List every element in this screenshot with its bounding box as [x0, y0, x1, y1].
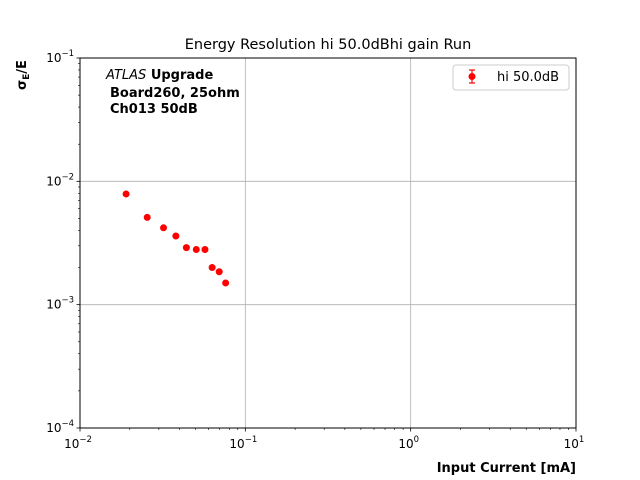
x-tick-label-base: 10 [398, 437, 413, 451]
data-point [143, 213, 151, 221]
data-point [215, 268, 223, 276]
y-tick-label-base: 10 [46, 421, 61, 435]
data-point [182, 244, 190, 252]
legend-label: hi 50.0dB [497, 70, 559, 85]
x-tick-labels: 10−2 10−1 100 101 [64, 435, 584, 451]
x-axis-label: Input Current [mA] [437, 461, 576, 476]
x-tick-label-exponent: 0 [414, 435, 419, 445]
x-tick-label-base: 10 [564, 437, 579, 451]
atlas-annotation: ATLAS Upgrade Board260, 25ohm Ch013 50dB [105, 68, 240, 117]
x-tick-label: 101 [564, 435, 585, 451]
legend-box [452, 64, 570, 91]
data-point [208, 264, 216, 272]
x-tick-label-base: 10 [64, 437, 79, 451]
y-tick-label-exponent: −2 [61, 172, 74, 182]
x-tick-label: 10−1 [229, 435, 257, 451]
annotation-upgrade: Upgrade [151, 68, 214, 83]
data-point [222, 279, 230, 287]
y-tick-label: 10−1 [46, 49, 74, 65]
annotation-atlas: ATLAS [105, 68, 146, 83]
grid-lines [80, 58, 576, 428]
x-tick-label: 10−2 [64, 435, 92, 451]
annotation-line3: Ch013 50dB [110, 102, 198, 117]
chart-title: Energy Resolution hi 50.0dBhi gain Run [185, 37, 472, 53]
data-point [201, 246, 209, 254]
axis-ticks [76, 57, 577, 432]
x-tick-label-exponent: −1 [245, 435, 258, 445]
y-tick-label-base: 10 [46, 174, 61, 188]
x-tick-label-exponent: −2 [79, 435, 92, 445]
y-tick-label: 10−2 [46, 172, 74, 188]
y-tick-label-exponent: −1 [61, 49, 74, 59]
annotation-line1: ATLAS Upgrade [105, 68, 213, 83]
y-tick-label-exponent: −3 [61, 296, 74, 306]
data-point [172, 232, 180, 240]
legend-marker [468, 73, 476, 80]
data-series [122, 190, 230, 287]
y-tick-label: 10−4 [46, 419, 74, 435]
annotation-line2: Board260, 25ohm [110, 86, 240, 101]
y-axis-label-sigma: σ [15, 80, 30, 90]
x-tick-label-base: 10 [229, 437, 244, 451]
legend: hi 50.0dB [452, 64, 570, 91]
data-point [160, 224, 168, 232]
y-tick-label-base: 10 [46, 51, 61, 65]
data-point [192, 246, 200, 254]
y-tick-labels: 10−410−310−210−1 [46, 49, 74, 435]
plot-area-frame [79, 57, 577, 429]
x-tick-label-exponent: 1 [579, 435, 584, 445]
y-tick-label-exponent: −4 [61, 419, 74, 429]
y-tick-label-base: 10 [46, 298, 61, 312]
data-point [122, 190, 130, 198]
x-tick-label: 100 [398, 435, 419, 451]
y-axis-label-tail: /E [15, 60, 30, 74]
y-axis-label: σE/E [15, 60, 32, 90]
y-tick-label: 10−3 [46, 296, 74, 312]
y-axis-label-subscript: E [22, 74, 32, 80]
